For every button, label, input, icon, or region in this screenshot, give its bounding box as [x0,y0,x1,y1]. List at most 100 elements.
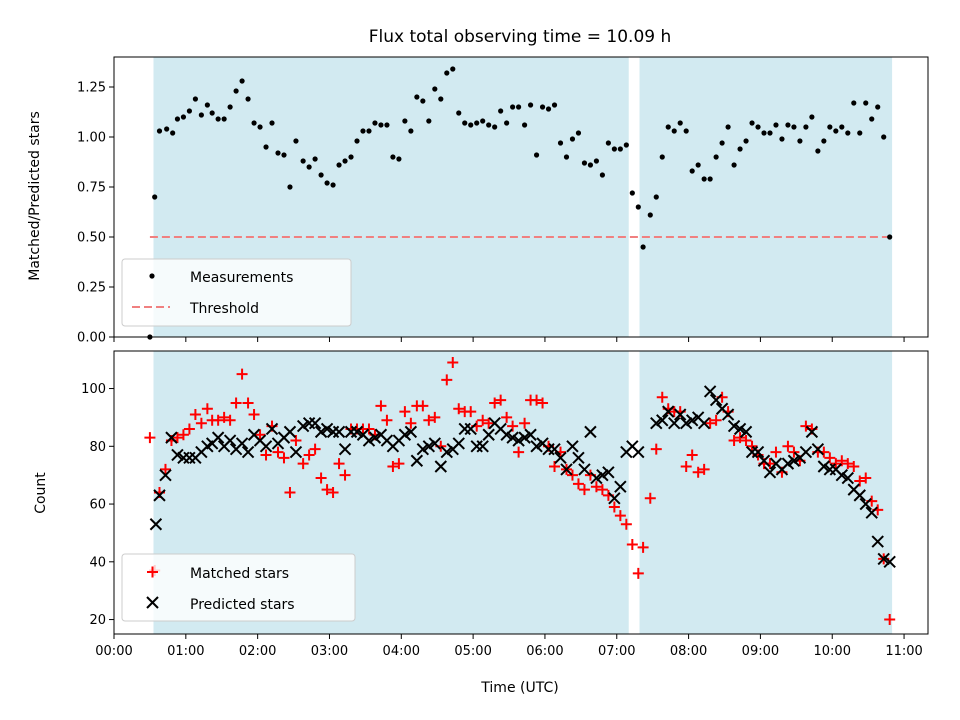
measurement-point [677,120,683,126]
matched-star-point [800,420,812,432]
matched-star-point [309,443,321,455]
predicted-star-point [632,445,645,459]
predicted-star-point [259,440,273,453]
measurement-point [342,158,348,164]
measurement-point [815,148,821,154]
measurement-point [689,168,695,174]
matched-star-point [236,368,248,380]
measurement-point [569,136,576,142]
measurement-point [251,120,257,126]
measurement-point [300,158,306,164]
measurement-point [725,124,731,130]
predicted-star-point [283,425,297,439]
matched-star-point [429,411,441,423]
measurement-point [851,100,857,106]
measurement-point [432,86,438,92]
predicted-star-point [482,428,495,441]
matched-star-point [381,414,393,426]
measurement-point [527,102,534,108]
measurement-point [713,154,719,160]
measurement-point [539,104,546,110]
matched-star-point [423,414,435,426]
matched-star-point [465,406,477,418]
predicted-star-point [602,466,615,479]
predicted-star-point [883,555,896,569]
matched-star-point [297,458,309,470]
predicted-star-point [416,442,430,456]
predicted-star-point [578,463,591,476]
measurement-point [180,114,187,120]
predicted-star-point [733,422,747,436]
predicted-star-point [662,405,675,418]
predicted-star-point [697,416,711,430]
measurement-point [809,114,815,120]
measurement-point [152,194,158,200]
measurement-point [366,128,372,134]
predicted-star-point [362,434,376,447]
measurement-point [330,182,336,188]
matched-star-point [572,478,584,490]
matched-star-point [501,411,513,423]
measurement-point [486,122,492,128]
measurement-point [336,162,342,168]
measurement-point [456,110,462,116]
measurement-point [318,172,324,178]
predicted-star-point [656,414,669,427]
predicted-star-point [548,442,561,456]
predicted-star-point [739,425,753,439]
matched-star-point [303,449,315,461]
predicted-star-point [751,445,765,459]
measurement-point [480,118,486,124]
predicted-star-point [512,434,525,447]
measurement-point [426,118,432,124]
matched-star-point [710,414,722,426]
predicted-star-point [727,419,741,433]
measurement-point [521,122,528,128]
measurement-point [857,130,863,136]
predicted-star-point [614,480,627,493]
measurement-point [731,162,737,168]
predicted-star-point [853,489,866,502]
predicted-star-point [721,408,735,421]
matched-star-point [788,446,800,458]
y-tick-label: 1.25 [77,81,106,96]
matched-star-point [183,423,195,435]
predicted-star-point [223,434,237,447]
matched-star-point [537,397,549,409]
matched-star-point [596,484,608,496]
measurement-point [227,104,233,110]
matched-star-point [782,440,794,452]
predicted-star-point [440,445,453,459]
measurement-point [821,138,827,144]
x-tick-label: 05:00 [454,644,491,659]
matched-star-point [728,435,740,447]
measurement-point [174,116,181,122]
matched-star-point [620,518,632,530]
predicted-star-point [799,445,813,459]
x-tick-label: 07:00 [598,644,635,659]
matched-star-point [740,435,752,447]
measurement-point [408,128,414,134]
predicted-star-point [314,425,328,439]
predicted-star-point [410,454,424,467]
matched-star-point [212,414,224,426]
predicted-star-point [685,414,699,427]
predicted-star-point [572,451,585,465]
measurement-point [605,140,611,146]
matched-star-point [248,409,260,421]
matched-star-point [566,469,578,481]
measurement-point [563,154,570,160]
measurement-point [462,120,468,126]
measurement-point [767,130,773,136]
predicted-star-point [524,428,537,441]
predicted-star-point [703,385,717,398]
matched-star-point [692,466,704,478]
matched-star-point [447,357,459,369]
matched-star-point [441,374,453,386]
matched-star-point [254,429,266,441]
measurement-point [269,120,275,126]
measurement-point [869,116,875,122]
matched-star-point [830,458,842,470]
measurement-point [438,96,444,102]
matched-star-point [218,411,230,423]
